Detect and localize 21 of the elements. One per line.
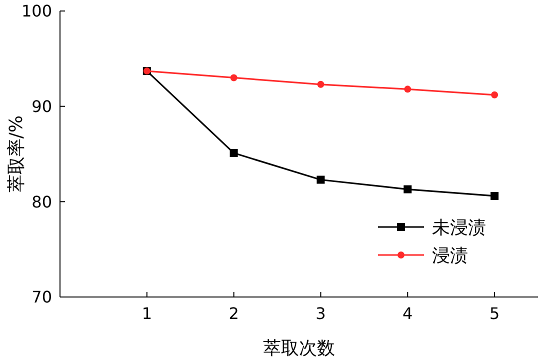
point: [491, 91, 498, 98]
x-tick-label: 2: [228, 304, 239, 323]
y-tick-label: 100: [21, 2, 52, 21]
point: [230, 74, 238, 82]
y-tick-label: 90: [32, 96, 52, 116]
point: [404, 185, 412, 194]
legend-label: 浸渍: [432, 245, 468, 266]
point: [316, 176, 325, 184]
y-tick-label: 80: [32, 192, 52, 212]
point: [490, 192, 499, 200]
point: [317, 80, 324, 88]
x-tick-label: 4: [402, 304, 413, 323]
point: [230, 149, 238, 158]
x-tick-label: 1: [142, 304, 152, 323]
x-tick-label: 3: [316, 304, 326, 323]
y-axis-title: 萃取率/%: [6, 115, 27, 193]
y-tick-label: 70: [32, 288, 52, 307]
x-axis-title: 萃取次数: [263, 338, 335, 358]
x-tick-label: 5: [489, 304, 500, 323]
legend-label: 未浸渍: [432, 217, 486, 238]
point: [404, 86, 412, 93]
